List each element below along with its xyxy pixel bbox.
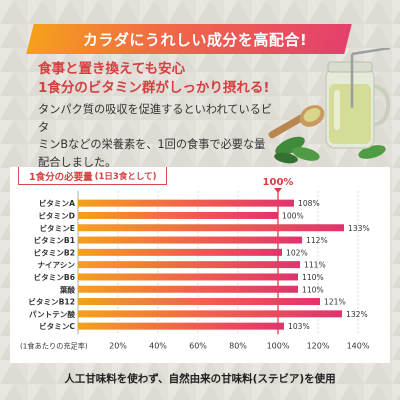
x-tick-label: 100% [267,341,290,350]
value-label: 111% [304,261,326,270]
bar [78,248,282,256]
mason-jar-icon [325,61,391,149]
x-tick-label: 80% [229,341,247,350]
value-label: 100% [282,211,304,220]
vitamin-bar-chart: 20% 40% 60% 80% 100% 120% 140% 100% ビタミンA 108% ビタミ… [20,177,370,350]
smoothie-illustration [268,48,391,164]
x-tick-label: 140% [347,341,370,350]
category-label: ビタミンB2 [34,247,75,257]
chart-title: 1食分の必要量 [29,171,93,183]
reference-marker [274,188,282,193]
reference-label: 100% [263,177,294,188]
category-label: ビタミンB12 [28,297,75,307]
chart-title-tab: 1食分の必要量 (1日3食として) [18,167,168,185]
chart-panel: 20% 40% 60% 80% 100% 120% 140% 100% ビタミンA 108% ビタミ… [10,167,390,363]
category-label: ビタミンA [39,198,75,208]
value-label: 108% [298,199,320,208]
x-tick-label: 60% [189,341,207,350]
banner-title: カラダにうれしい成分を高配合! [82,30,308,49]
description-line-2: ミンBなどの栄養素を、1回の食事で必要な量 [38,138,266,151]
description: タンパク質の吸収を促進するといわれているビタ ミンBなどの栄養素を、1回の食事で… [38,101,274,171]
description-line-1: タンパク質の吸収を促進するといわれているビタ [38,103,273,134]
category-label: ビタミンE [39,223,75,233]
bar [78,298,320,306]
category-label: ビタミンC [39,321,75,331]
chart-subtitle: (1日3食として) [94,171,157,182]
value-label: 112% [306,236,328,245]
category-label: パントテン酸 [29,309,75,319]
category-label: ビタミンD [38,210,75,220]
bar [78,199,294,207]
bar [78,236,302,244]
bar [78,285,298,293]
category-label: ビタミンB6 [34,272,75,282]
headline-line-1: 食事と置き換えても安心 [38,61,186,77]
value-label: 110% [302,285,324,294]
category-label: 葉酸 [59,284,76,294]
value-label: 102% [286,248,308,257]
mint-leaves-icon [274,136,386,164]
bar [78,322,284,330]
value-label: 121% [324,298,346,307]
x-axis-label: (1食あたりの充足率) [20,341,88,350]
x-tick-label: 40% [149,341,167,350]
bar [78,211,278,219]
headline-line-2: 1食分のビタミン群がしっかり摂れる! [38,80,270,96]
category-label: ナイアシン [37,261,75,270]
footer-note: 人工甘味料を使わず、自然由来の甘味料(ステビア)を使用 [64,372,336,385]
wooden-scoop-icon [268,105,325,139]
straw-icon [350,48,391,108]
value-label: 103% [288,322,310,331]
bar [78,310,342,318]
x-tick-label: 120% [307,341,330,350]
headline: 食事と置き換えても安心 1食分のビタミン群がしっかり摂れる! [38,60,318,98]
category-label: ビタミンB1 [34,235,75,245]
bar [78,261,300,269]
description-line-3: 配合しました。 [38,155,117,169]
value-label: 132% [346,310,368,319]
value-label: 110% [302,273,324,282]
x-tick-label: 20% [109,341,127,350]
bar [78,273,298,281]
bar [78,224,344,232]
value-label: 133% [348,224,370,233]
